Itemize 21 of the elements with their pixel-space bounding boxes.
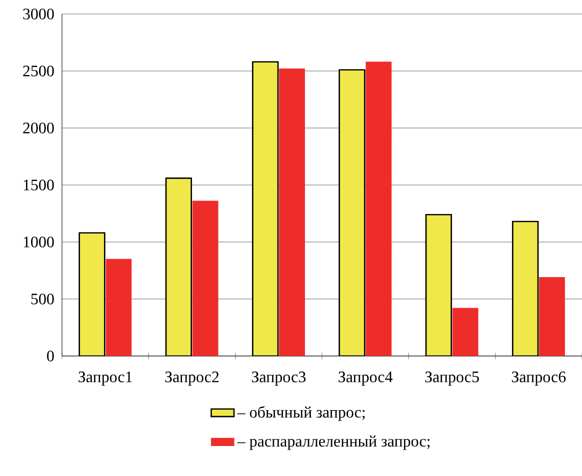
y-tick-label: 3000 — [23, 8, 54, 20]
x-tick-label: Запрос3 — [252, 372, 306, 386]
y-tick-label: 2000 — [23, 122, 54, 134]
bar — [338, 69, 366, 356]
x-tick-label: Запрос1 — [78, 372, 132, 386]
bar — [425, 214, 452, 356]
x-tick-label: Запрос4 — [338, 372, 393, 386]
bar — [78, 232, 106, 356]
y-tick-label: 2500 — [23, 66, 54, 76]
x-tick-label: Запрос2 — [165, 372, 219, 386]
y-tick-label: 0 — [47, 350, 54, 362]
legend-label: – распараллеленный запрос; — [237, 436, 430, 450]
x-tick-label: Запрос6 — [512, 372, 566, 386]
legend-label: – обычный запрос; — [237, 406, 365, 421]
y-tick-label: 500 — [31, 294, 54, 304]
y-tick-label: 1500 — [24, 180, 54, 190]
bar — [252, 61, 279, 356]
x-tick-label: Запрос5 — [425, 372, 479, 386]
y-tick-label: 1000 — [24, 236, 54, 248]
bar — [165, 177, 192, 356]
bar — [512, 220, 539, 356]
